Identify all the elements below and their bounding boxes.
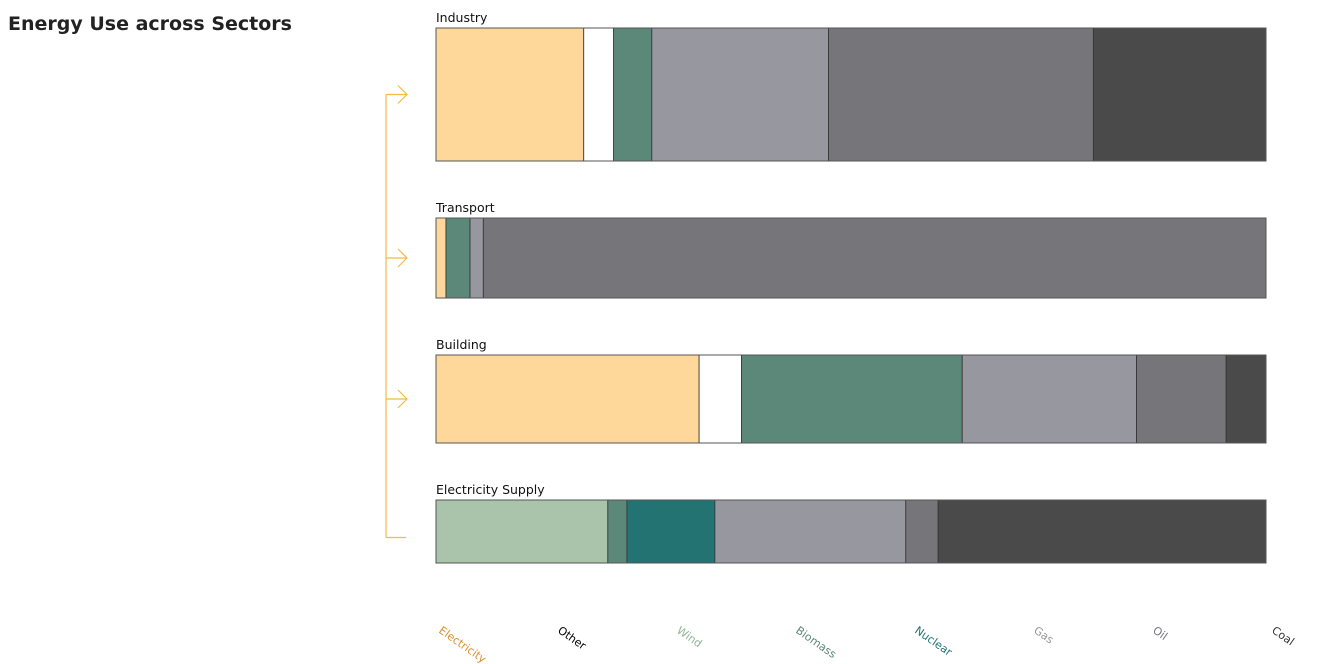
- chart-title: Energy Use across Sectors: [8, 13, 292, 35]
- bar-segment: [905, 499, 939, 564]
- bar-outline: [435, 27, 1267, 162]
- bracket-arrow: [397, 389, 408, 409]
- bar-segment: [607, 499, 628, 564]
- bar-segment: [626, 499, 716, 564]
- legend-label: Wind: [674, 624, 704, 651]
- bar-segment: [583, 27, 615, 162]
- bar-outline: [435, 217, 1267, 299]
- bar-segment: [828, 27, 1094, 162]
- bracket-arrow: [397, 248, 408, 268]
- row-label: Transport: [435, 200, 495, 215]
- bar-segment: [435, 354, 700, 444]
- bar-segment: [482, 217, 1267, 299]
- legend-label: Biomass: [793, 624, 839, 661]
- legend-label: Nuclear: [912, 624, 955, 659]
- row-label: Building: [436, 337, 487, 352]
- bar-segment: [1225, 354, 1267, 444]
- bar-segment: [961, 354, 1137, 444]
- legend-label: Electricity: [436, 624, 489, 664]
- bar-segment: [613, 27, 653, 162]
- bar-segment: [445, 217, 471, 299]
- bar-segment: [741, 354, 963, 444]
- bar-segment: [937, 499, 1267, 564]
- legend-label: Gas: [1031, 624, 1056, 647]
- row-label: Electricity Supply: [436, 482, 545, 497]
- bar-outline: [435, 354, 1267, 444]
- bar-segment: [469, 217, 484, 299]
- bar-outline: [435, 499, 1267, 564]
- bar-segment: [435, 499, 609, 564]
- bar-segment: [435, 27, 585, 162]
- legend-label: Oil: [1150, 624, 1170, 643]
- bar-segment: [435, 217, 447, 299]
- bar-segment: [651, 27, 829, 162]
- bar-segment: [698, 354, 742, 444]
- bar-segment: [1092, 27, 1267, 162]
- legend-label: Coal: [1269, 624, 1296, 649]
- legend-label: Other: [555, 624, 588, 653]
- row-label: Industry: [436, 10, 488, 25]
- bar-segment: [714, 499, 907, 564]
- bar-segment: [1136, 354, 1227, 444]
- bracket-arrow: [397, 85, 408, 104]
